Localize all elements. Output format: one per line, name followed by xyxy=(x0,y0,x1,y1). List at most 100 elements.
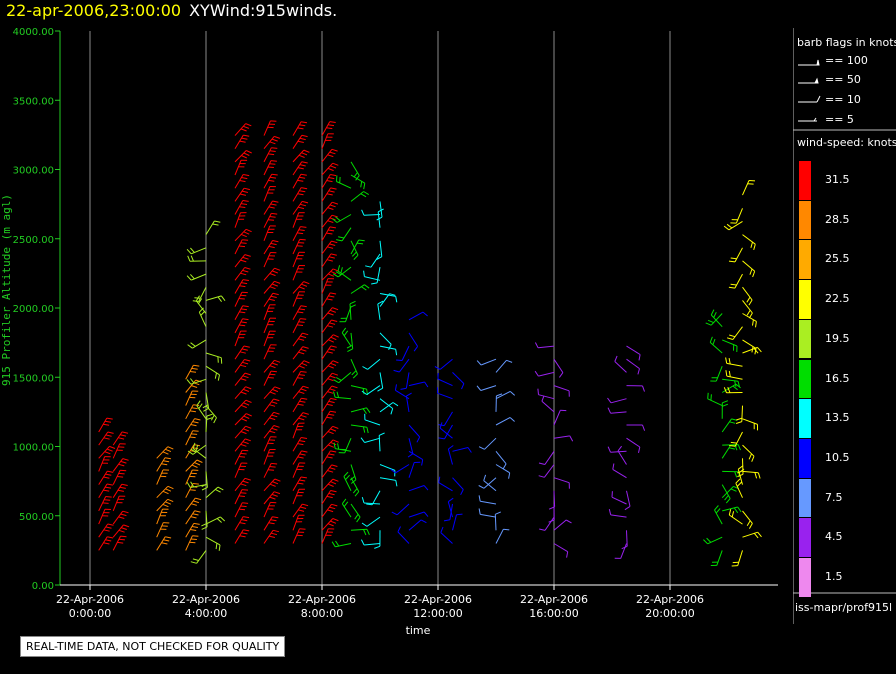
y-tick-label: 3500.00 xyxy=(13,96,54,107)
wind-barb xyxy=(346,332,354,353)
wind-barb xyxy=(156,485,174,499)
wind-barb xyxy=(185,430,199,446)
wind-barb xyxy=(364,413,381,426)
wind-barb xyxy=(408,450,424,466)
wind-barb xyxy=(437,372,453,387)
wind-barb xyxy=(333,372,352,384)
wind-barb xyxy=(234,386,252,400)
wind-barb xyxy=(187,339,207,349)
wind-barb xyxy=(156,446,174,459)
wind-barb xyxy=(321,410,337,426)
wind-barb xyxy=(393,358,410,373)
wind-barb xyxy=(205,486,224,499)
wind-barb xyxy=(185,522,200,538)
wind-barb xyxy=(263,200,279,215)
wind-barb xyxy=(321,319,338,334)
wind-barb xyxy=(626,437,641,454)
wind-barb xyxy=(292,134,308,149)
wind-barb xyxy=(321,360,339,373)
wind-barb xyxy=(350,191,369,202)
wind-barb xyxy=(379,332,392,351)
wind-barb xyxy=(112,535,127,551)
wind-barb xyxy=(361,209,381,216)
wind-barb xyxy=(478,437,497,450)
wind-barb xyxy=(321,372,339,386)
wind-barb xyxy=(192,286,207,302)
speed-swatch xyxy=(799,558,811,597)
wind-barb xyxy=(234,212,247,228)
wind-barb xyxy=(205,516,226,525)
x-tick-time: 20:00:00 xyxy=(645,607,694,620)
wind-barb xyxy=(321,478,339,492)
wind-barb xyxy=(336,175,352,189)
wind-barb xyxy=(263,478,281,492)
wind-barb xyxy=(321,148,338,163)
wind-barb xyxy=(607,407,627,414)
wind-barb xyxy=(201,471,208,491)
x-tick-date: 22-Apr-2006 xyxy=(172,593,240,606)
wind-barb xyxy=(156,508,169,525)
wind-barb xyxy=(626,424,646,431)
wind-barb xyxy=(725,370,743,380)
wind-barb xyxy=(234,330,247,347)
wind-barb xyxy=(190,550,207,564)
wind-barb xyxy=(539,516,555,531)
wind-barb xyxy=(112,483,128,498)
speed-swatch xyxy=(799,200,811,240)
wind-barb xyxy=(98,523,114,538)
wind-barb xyxy=(263,240,279,255)
wind-barb xyxy=(731,550,743,567)
wind-barb xyxy=(626,385,645,392)
wind-barb xyxy=(263,501,277,518)
wind-barb xyxy=(408,519,427,531)
wind-barb xyxy=(350,239,365,255)
wind-barb xyxy=(443,503,453,522)
x-axis-title: time xyxy=(406,624,431,637)
speed-swatch xyxy=(799,240,811,280)
wind-barb xyxy=(379,477,398,487)
wind-barb xyxy=(710,366,723,382)
wind-barb xyxy=(185,390,199,406)
wind-barb xyxy=(234,279,249,294)
wind-barb xyxy=(350,358,358,379)
wind-barb xyxy=(234,187,251,202)
wind-barb xyxy=(156,498,174,512)
flags-legend-title: barb flags in knots xyxy=(797,36,896,49)
wind-barb xyxy=(263,370,277,386)
y-tick-label: 1000.00 xyxy=(13,443,54,454)
wind-barb xyxy=(321,385,338,400)
wind-barb xyxy=(196,400,207,420)
x-tick-time: 4:00:00 xyxy=(185,607,227,620)
wind-barb xyxy=(234,413,252,426)
wind-barb xyxy=(263,173,278,189)
wind-barb xyxy=(361,516,381,527)
wind-barb xyxy=(263,212,278,228)
wind-barb xyxy=(112,431,129,446)
wind-barb xyxy=(292,251,305,268)
wind-barb xyxy=(321,226,336,242)
wind-barb xyxy=(611,491,627,505)
wind-barb xyxy=(321,439,339,452)
wind-barb xyxy=(321,503,338,518)
wind-barb xyxy=(292,437,308,452)
wind-barb xyxy=(292,422,305,439)
wind-barb xyxy=(98,456,111,472)
wind-barb xyxy=(742,418,758,431)
wind-barb xyxy=(292,291,306,307)
wind-barb xyxy=(321,174,337,189)
wind-barb xyxy=(205,220,221,235)
wind-barb xyxy=(263,304,276,320)
wind-barb xyxy=(343,471,352,492)
wind-barb xyxy=(624,490,631,511)
wind-barb xyxy=(408,461,421,478)
wind-barb xyxy=(112,510,129,525)
speed-swatch xyxy=(799,518,811,557)
wind-barb xyxy=(478,495,497,505)
wind-barb xyxy=(185,535,199,551)
wind-barb xyxy=(338,438,352,454)
wind-barb xyxy=(742,300,753,319)
wind-barb xyxy=(156,536,172,551)
wind-barb xyxy=(742,510,753,529)
wind-barb xyxy=(710,309,723,328)
wind-barb xyxy=(292,226,307,242)
